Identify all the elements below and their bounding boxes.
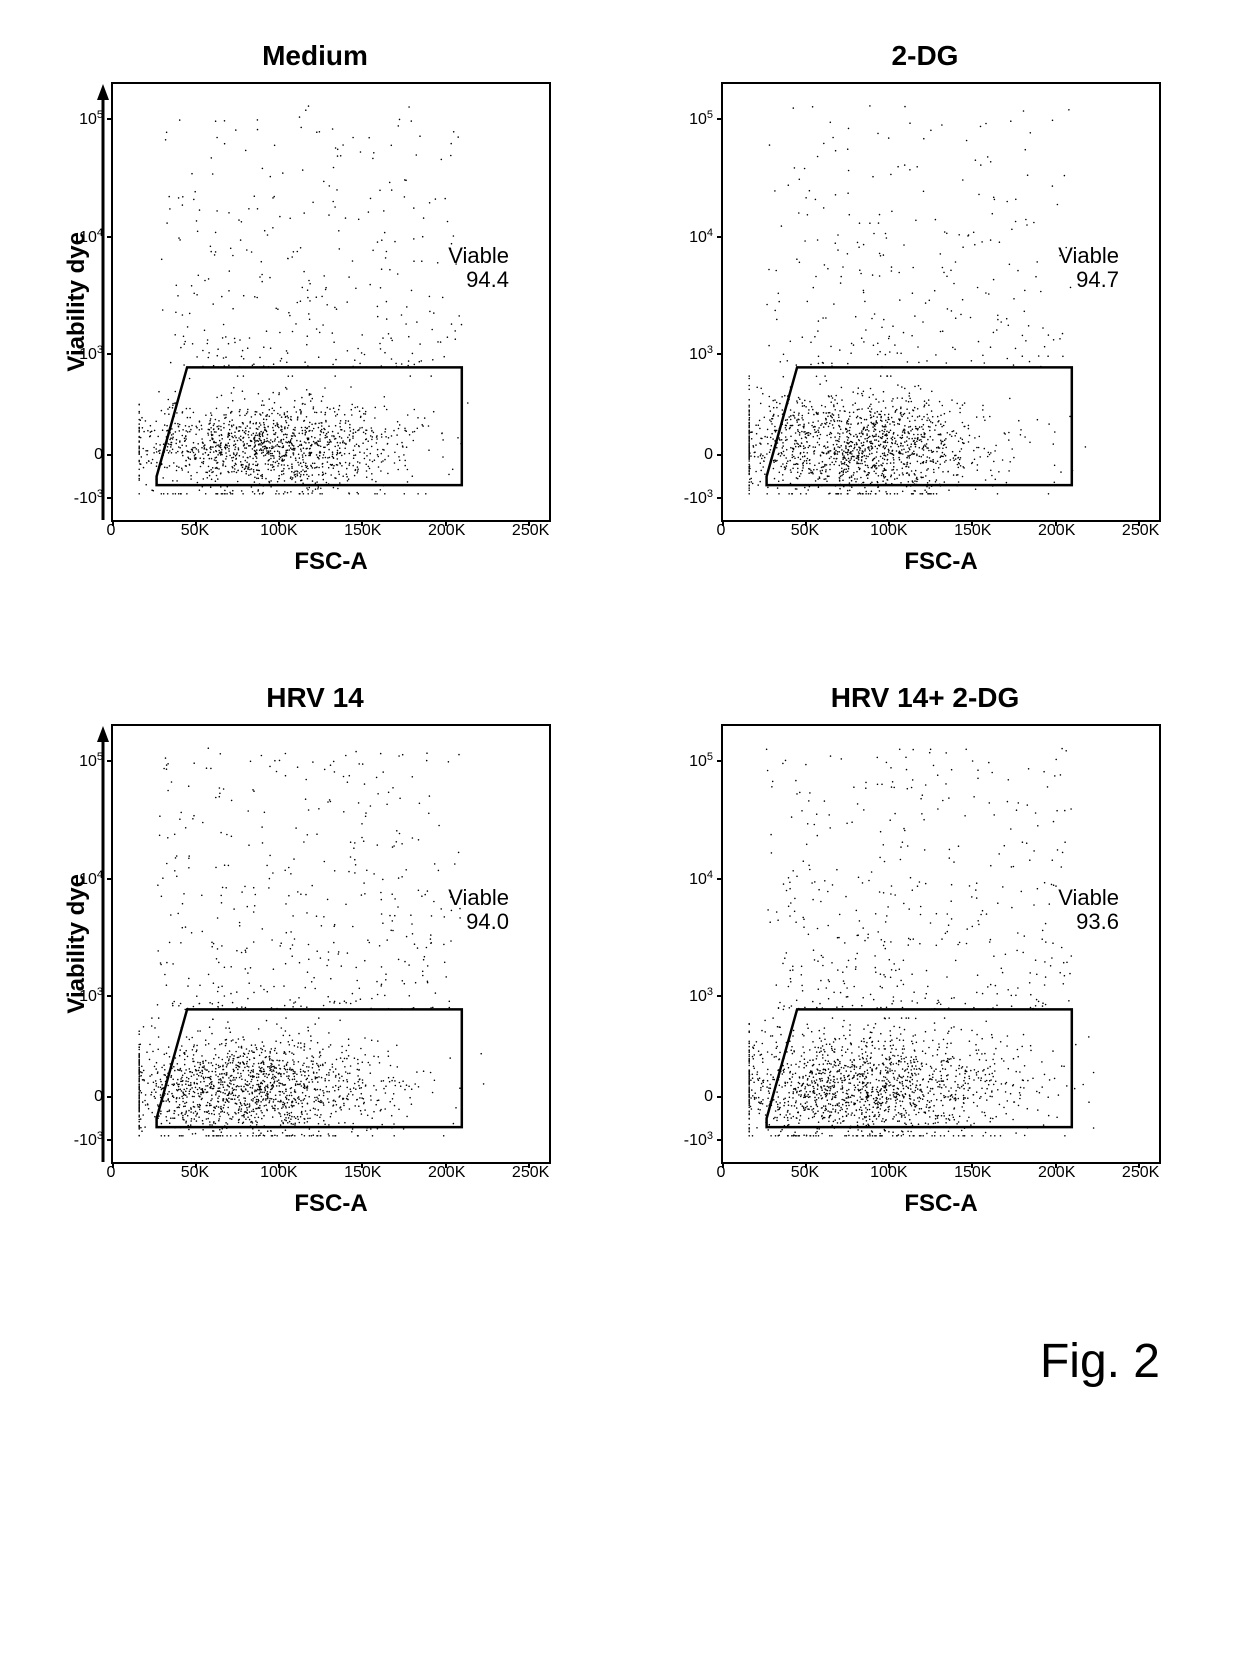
plot-box-wrap: Viable93.6-1030103104105 [721, 724, 1161, 1164]
gate-name: Viable [448, 886, 509, 910]
x-axis: 050K100K150K200K250KFSC-A [721, 522, 1161, 592]
x-tick-label: 200K [428, 1164, 465, 1182]
viable-gate-polygon [767, 367, 1072, 485]
scatter-plot [723, 726, 1159, 1162]
scatter-points [748, 748, 1094, 1137]
plot-row: Viability dye Viable94.0-1030103104105 [55, 724, 575, 1164]
x-tick-label: 100K [260, 1164, 297, 1182]
y-axis-label: Viability dye [63, 874, 91, 1014]
ylabel-container: Viability dye [55, 724, 111, 1164]
x-tick-label: 150K [344, 522, 381, 540]
x-axis: 050K100K150K200K250KFSC-A [111, 1164, 551, 1234]
x-ticks: 050K100K150K200K250K [111, 1164, 551, 1184]
gate-percent: 94.7 [1058, 268, 1119, 292]
figure-caption: Fig. 2 [40, 1334, 1160, 1389]
x-tick-label: 250K [1122, 522, 1159, 540]
scatter-plot [723, 84, 1159, 520]
plot-area: Viable93.6-1030103104105 [721, 724, 1161, 1164]
x-tick-label: 200K [1038, 522, 1075, 540]
x-axis: 050K100K150K200K250KFSC-A [721, 1164, 1161, 1234]
plot-row: Viable93.6-1030103104105 [665, 724, 1185, 1164]
plot-row: Viable94.7-1030103104105 [665, 82, 1185, 522]
x-tick-label: 100K [870, 522, 907, 540]
x-tick-label: 0 [107, 1164, 116, 1182]
panel-title: HRV 14+ 2-DG [665, 682, 1185, 714]
scatter-points [138, 105, 468, 494]
ylabel-container [665, 82, 721, 522]
gate-name: Viable [448, 244, 509, 268]
scatter-plot [113, 84, 549, 520]
scatter-points [748, 105, 1086, 495]
plot-box-wrap: Viable94.7-1030103104105 [721, 82, 1161, 522]
x-tick-label: 0 [717, 522, 726, 540]
x-tick-label: 50K [791, 1164, 819, 1182]
x-axis-label: FSC-A [721, 548, 1161, 576]
gate-label: Viable93.6 [1058, 886, 1119, 934]
x-tick-label: 250K [512, 522, 549, 540]
panel-title: 2-DG [665, 40, 1185, 72]
x-tick-label: 200K [1038, 1164, 1075, 1182]
plot-area: Viable94.0-1030103104105 [111, 724, 551, 1164]
gate-label: Viable94.0 [448, 886, 509, 934]
x-tick-label: 0 [107, 522, 116, 540]
x-tick-label: 200K [428, 522, 465, 540]
gate-label: Viable94.7 [1058, 244, 1119, 292]
gate-percent: 94.4 [448, 268, 509, 292]
x-tick-label: 250K [512, 1164, 549, 1182]
plot-box-wrap: Viable94.0-1030103104105 [111, 724, 551, 1164]
plot-area: Viable94.4-1030103104105 [111, 82, 551, 522]
x-tick-label: 0 [717, 1164, 726, 1182]
x-tick-label: 50K [791, 522, 819, 540]
gate-percent: 93.6 [1058, 910, 1119, 934]
x-tick-label: 100K [870, 1164, 907, 1182]
x-axis-label: FSC-A [111, 548, 551, 576]
flow-cytometry-grid: Medium Viability dye Viable94.4-1030103104… [40, 40, 1200, 1234]
gate-name: Viable [1058, 886, 1119, 910]
x-tick-label: 150K [344, 1164, 381, 1182]
panel-title: Medium [55, 40, 575, 72]
y-axis-label: Viability dye [63, 232, 91, 372]
ylabel-container [665, 724, 721, 1164]
x-tick-label: 50K [181, 522, 209, 540]
gate-percent: 94.0 [448, 910, 509, 934]
panel-title: HRV 14 [55, 682, 575, 714]
x-axis-label: FSC-A [721, 1190, 1161, 1218]
x-ticks: 050K100K150K200K250K [721, 522, 1161, 542]
gate-label: Viable94.4 [448, 244, 509, 292]
viable-gate-polygon [157, 1009, 462, 1127]
facs-panel-2: HRV 14 Viability dye Viable94.0-1030103104… [55, 682, 575, 1234]
ylabel-container: Viability dye [55, 82, 111, 522]
x-tick-label: 250K [1122, 1164, 1159, 1182]
facs-panel-1: 2-DG Viable94.7-10301031041050 50K 100K 150K… [665, 40, 1185, 592]
x-tick-label: 150K [954, 522, 991, 540]
facs-panel-3: HRV 14+ 2-DG Viable93.6-10301031041050 50K… [665, 682, 1185, 1234]
x-axis-label: FSC-A [111, 1190, 551, 1218]
plot-row: Viability dye Viable94.4-1030103104105 [55, 82, 575, 522]
gate-name: Viable [1058, 244, 1119, 268]
scatter-plot [113, 726, 549, 1162]
x-axis: 050K100K150K200K250KFSC-A [111, 522, 551, 592]
plot-area: Viable94.7-1030103104105 [721, 82, 1161, 522]
scatter-points [138, 747, 484, 1136]
x-ticks: 050K100K150K200K250K [111, 522, 551, 542]
x-tick-label: 100K [260, 522, 297, 540]
plot-box-wrap: Viable94.4-1030103104105 [111, 82, 551, 522]
facs-panel-0: Medium Viability dye Viable94.4-1030103104… [55, 40, 575, 592]
x-tick-label: 50K [181, 1164, 209, 1182]
x-ticks: 050K100K150K200K250K [721, 1164, 1161, 1184]
x-tick-label: 150K [954, 1164, 991, 1182]
